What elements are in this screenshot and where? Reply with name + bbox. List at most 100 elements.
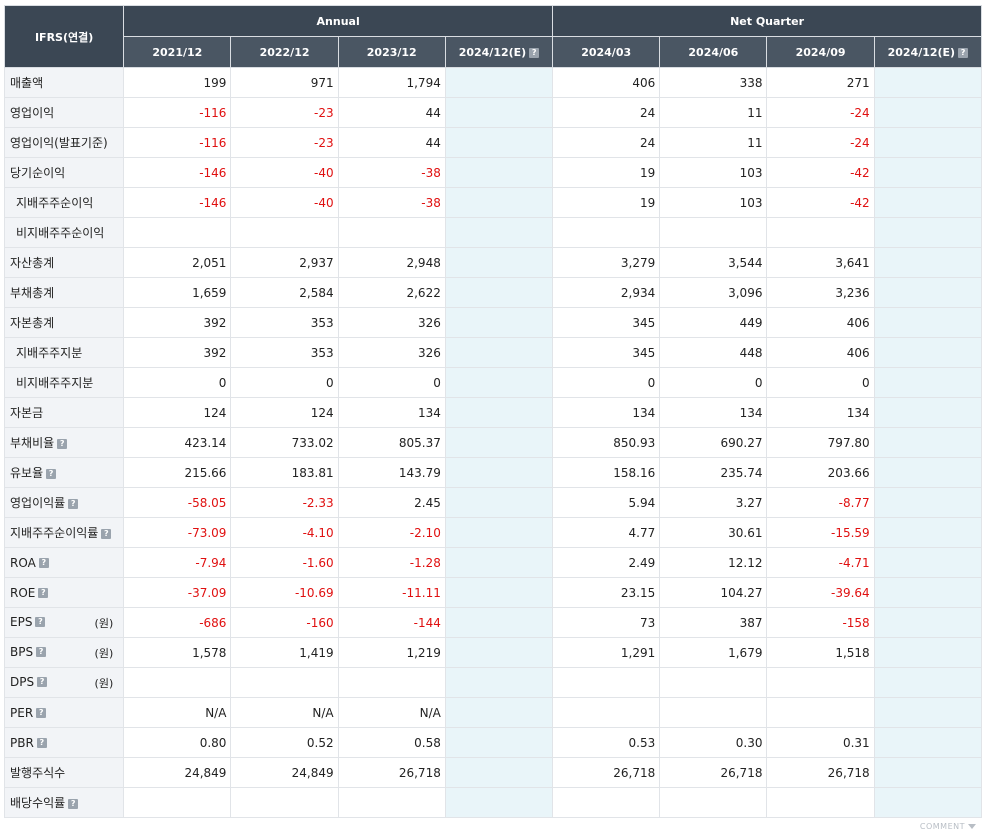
period-header-3: 2024/12(E)? <box>444 36 554 68</box>
value-cell <box>873 157 983 188</box>
value-cell <box>230 667 339 698</box>
value-cell: 2,948 <box>337 247 446 278</box>
value-cell: 0.52 <box>230 727 339 758</box>
value-cell: 1,518 <box>766 637 875 668</box>
row-label: ROA? <box>3 547 125 578</box>
row-label: EPS? (원) <box>3 607 125 638</box>
value-cell <box>444 187 554 218</box>
value-cell: 44 <box>337 97 446 128</box>
row-label-text: 유보율 <box>10 466 44 480</box>
value-cell: 215.66 <box>123 457 232 488</box>
value-cell: 143.79 <box>337 457 446 488</box>
row-label: 자산총계 <box>3 247 125 278</box>
value-cell <box>444 487 554 518</box>
row-label-text: 영업이익(발표기준) <box>10 136 108 150</box>
value-cell: 345 <box>552 337 661 368</box>
help-icon[interactable]: ? <box>36 708 47 718</box>
help-icon[interactable]: ? <box>57 438 68 449</box>
value-cell <box>873 667 983 698</box>
value-cell: 23.15 <box>552 577 661 608</box>
value-cell: 345 <box>552 307 661 338</box>
value-cell: -4.71 <box>766 547 875 578</box>
help-icon[interactable]: ? <box>529 47 540 58</box>
value-cell: 1,679 <box>659 637 768 668</box>
value-cell: -144 <box>337 607 446 638</box>
value-cell: 0 <box>123 367 232 398</box>
value-cell <box>444 457 554 488</box>
value-cell: -2.33 <box>230 487 339 518</box>
help-icon[interactable]: ? <box>35 617 46 627</box>
value-cell: -158 <box>766 607 875 638</box>
value-cell <box>873 217 983 248</box>
value-cell: 134 <box>766 397 875 428</box>
row-label: ROE? <box>3 577 125 608</box>
value-cell: 0 <box>659 367 768 398</box>
value-cell: 0 <box>230 367 339 398</box>
help-icon[interactable]: ? <box>101 528 112 539</box>
help-icon[interactable]: ? <box>68 798 79 809</box>
period-label: 2022/12 <box>259 45 310 59</box>
help-icon[interactable]: ? <box>38 588 49 598</box>
row-label: 부채비율? <box>3 427 125 458</box>
value-cell <box>873 577 983 608</box>
value-cell <box>552 217 661 248</box>
value-cell: 19 <box>552 157 661 188</box>
value-cell <box>230 787 339 818</box>
help-icon[interactable]: ? <box>36 738 47 748</box>
value-cell: -160 <box>230 607 339 638</box>
value-cell: 406 <box>766 307 875 338</box>
value-cell: 0.30 <box>659 727 768 758</box>
help-icon[interactable]: ? <box>36 647 47 657</box>
value-cell <box>444 517 554 548</box>
table-row: 자본금 124 124 134 134 134 134 <box>3 397 983 428</box>
value-cell: 3,544 <box>659 247 768 278</box>
value-cell: 1,291 <box>552 637 661 668</box>
help-icon[interactable]: ? <box>38 558 49 568</box>
row-label-text: 배당수익률 <box>10 796 66 810</box>
value-cell <box>873 277 983 308</box>
period-header-6: 2024/09 <box>766 36 875 68</box>
help-icon[interactable]: ? <box>68 498 79 509</box>
value-cell <box>444 217 554 248</box>
help-icon[interactable]: ? <box>958 47 969 58</box>
row-label: 비지배주주순이익 <box>3 217 125 248</box>
row-label-text: 지배주주지분 <box>16 346 83 360</box>
table-row: 지배주주순이익률? -73.09 -4.10 -2.10 4.77 30.61 -15.59 <box>3 517 983 548</box>
table-row: ROE? -37.09 -10.69 -11.11 23.15 104.27 -39.64 <box>3 577 983 608</box>
value-cell: 971 <box>230 67 339 98</box>
value-cell: N/A <box>123 697 232 728</box>
table-row: 발행주식수 24,849 24,849 26,718 26,718 26,718 26,71… <box>3 757 983 788</box>
value-cell: -23 <box>230 97 339 128</box>
period-header-2: 2023/12 <box>337 36 446 68</box>
value-cell: 26,718 <box>766 757 875 788</box>
value-cell: -39.64 <box>766 577 875 608</box>
value-cell: 1,578 <box>123 637 232 668</box>
help-icon[interactable]: ? <box>37 677 48 687</box>
help-icon[interactable]: ? <box>46 468 57 479</box>
ifrs-consolidated-header: IFRS(연결) <box>3 5 125 68</box>
row-label-text: 비지배주주지분 <box>16 376 94 390</box>
row-label-text: 부채총계 <box>10 286 55 300</box>
net-quarter-group-header: Net Quarter <box>552 5 982 37</box>
comment-toggle[interactable]: COMMENT <box>920 822 976 831</box>
value-cell: 183.81 <box>230 457 339 488</box>
table-row: 유보율? 215.66 183.81 143.79 158.16 235.74 203.66 <box>3 457 983 488</box>
value-cell: 0 <box>766 367 875 398</box>
value-cell: 24 <box>552 127 661 158</box>
value-cell: -10.69 <box>230 577 339 608</box>
value-cell: 449 <box>659 307 768 338</box>
value-cell: 2.49 <box>552 547 661 578</box>
value-cell: 44 <box>337 127 446 158</box>
value-cell <box>337 667 446 698</box>
value-cell <box>873 637 983 668</box>
row-label: DPS? (원) <box>3 667 125 698</box>
table-row: EPS? (원) -686 -160 -144 73 387 -158 <box>3 607 983 638</box>
value-cell: 134 <box>337 397 446 428</box>
value-cell: 199 <box>123 67 232 98</box>
value-cell <box>123 787 232 818</box>
value-cell <box>444 337 554 368</box>
table-row: 비지배주주지분 0 0 0 0 0 0 <box>3 367 983 398</box>
row-label-text: 비지배주주순이익 <box>16 226 105 240</box>
value-cell <box>873 367 983 398</box>
period-label: 2024/12(E) <box>887 45 956 59</box>
